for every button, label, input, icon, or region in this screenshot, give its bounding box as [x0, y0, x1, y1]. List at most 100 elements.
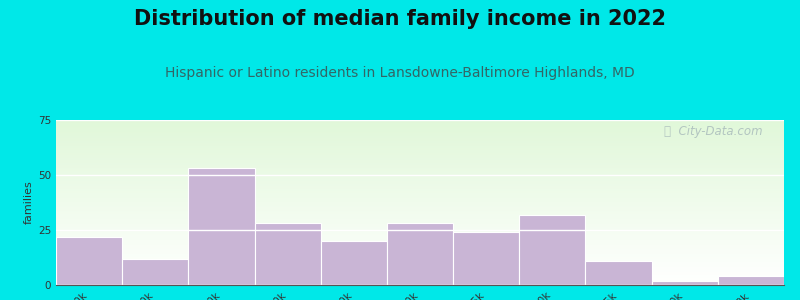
Bar — [56, 202, 784, 204]
Bar — [56, 254, 784, 255]
Bar — [56, 239, 784, 241]
Bar — [56, 236, 784, 237]
Bar — [56, 163, 784, 164]
Bar — [56, 148, 784, 150]
Bar — [56, 252, 784, 254]
Bar — [56, 217, 784, 219]
Bar — [188, 168, 254, 285]
Bar — [56, 174, 784, 176]
Bar — [56, 176, 784, 178]
Bar — [56, 122, 784, 123]
Bar — [56, 188, 784, 189]
Bar — [56, 214, 784, 216]
Bar — [56, 158, 784, 160]
Bar — [56, 133, 784, 135]
Bar — [56, 128, 784, 130]
Bar — [56, 123, 784, 125]
Bar — [56, 153, 784, 154]
Bar — [321, 241, 387, 285]
Bar — [56, 125, 784, 127]
Bar — [56, 120, 784, 122]
Bar — [56, 179, 784, 181]
Bar — [56, 255, 784, 257]
Bar — [56, 230, 784, 232]
Y-axis label: families: families — [24, 181, 34, 224]
Bar — [56, 191, 784, 193]
Bar — [56, 186, 784, 188]
Bar — [718, 276, 784, 285]
Bar — [56, 280, 784, 282]
Bar — [56, 173, 784, 174]
Bar — [56, 227, 784, 229]
Bar — [56, 268, 784, 270]
Bar — [56, 168, 784, 169]
Bar — [56, 127, 784, 128]
Bar — [519, 214, 586, 285]
Bar — [56, 156, 784, 158]
Bar — [56, 247, 784, 249]
Bar — [56, 250, 784, 252]
Bar — [56, 197, 784, 199]
Bar — [56, 224, 784, 226]
Bar — [56, 272, 784, 274]
Bar — [56, 138, 784, 140]
Bar — [56, 216, 784, 217]
Bar — [56, 161, 784, 163]
Bar — [56, 140, 784, 141]
Bar — [56, 204, 784, 206]
Bar — [254, 224, 321, 285]
Bar — [56, 229, 784, 230]
Bar — [56, 260, 784, 262]
Bar — [56, 141, 784, 143]
Bar — [56, 151, 784, 153]
Text: Distribution of median family income in 2022: Distribution of median family income in … — [134, 9, 666, 29]
Bar — [56, 259, 784, 260]
Bar — [56, 267, 784, 268]
Bar — [56, 131, 784, 133]
Bar — [56, 181, 784, 183]
Bar — [56, 199, 784, 201]
Bar — [56, 212, 784, 214]
Bar — [56, 242, 784, 244]
Bar — [56, 282, 784, 283]
Bar — [56, 262, 784, 263]
Bar — [56, 160, 784, 161]
Bar — [453, 232, 519, 285]
Bar — [56, 154, 784, 156]
Bar — [56, 232, 784, 234]
Bar — [56, 136, 784, 138]
Bar — [56, 169, 784, 171]
Bar — [56, 237, 122, 285]
Bar — [56, 220, 784, 222]
Bar — [56, 249, 784, 250]
Bar — [56, 234, 784, 236]
Bar — [56, 143, 784, 145]
Bar — [652, 280, 718, 285]
Text: Hispanic or Latino residents in Lansdowne-Baltimore Highlands, MD: Hispanic or Latino residents in Lansdown… — [165, 66, 635, 80]
Bar — [122, 259, 188, 285]
Bar — [56, 146, 784, 148]
Bar — [56, 241, 784, 242]
Bar — [56, 226, 784, 227]
Bar — [56, 145, 784, 146]
Bar — [56, 270, 784, 272]
Bar — [56, 166, 784, 168]
Bar — [56, 150, 784, 151]
Bar — [56, 222, 784, 224]
Text: ⓘ  City-Data.com: ⓘ City-Data.com — [663, 125, 762, 138]
Bar — [56, 184, 784, 186]
Bar — [56, 164, 784, 166]
Bar — [56, 196, 784, 197]
Bar — [56, 263, 784, 265]
Bar — [56, 278, 784, 280]
Bar — [56, 275, 784, 277]
Bar — [56, 135, 784, 137]
Bar — [586, 261, 652, 285]
Bar — [56, 237, 784, 239]
Bar — [56, 189, 784, 191]
Bar — [56, 265, 784, 267]
Bar — [56, 244, 784, 245]
Bar — [56, 130, 784, 131]
Bar — [56, 193, 784, 194]
Bar — [56, 209, 784, 211]
